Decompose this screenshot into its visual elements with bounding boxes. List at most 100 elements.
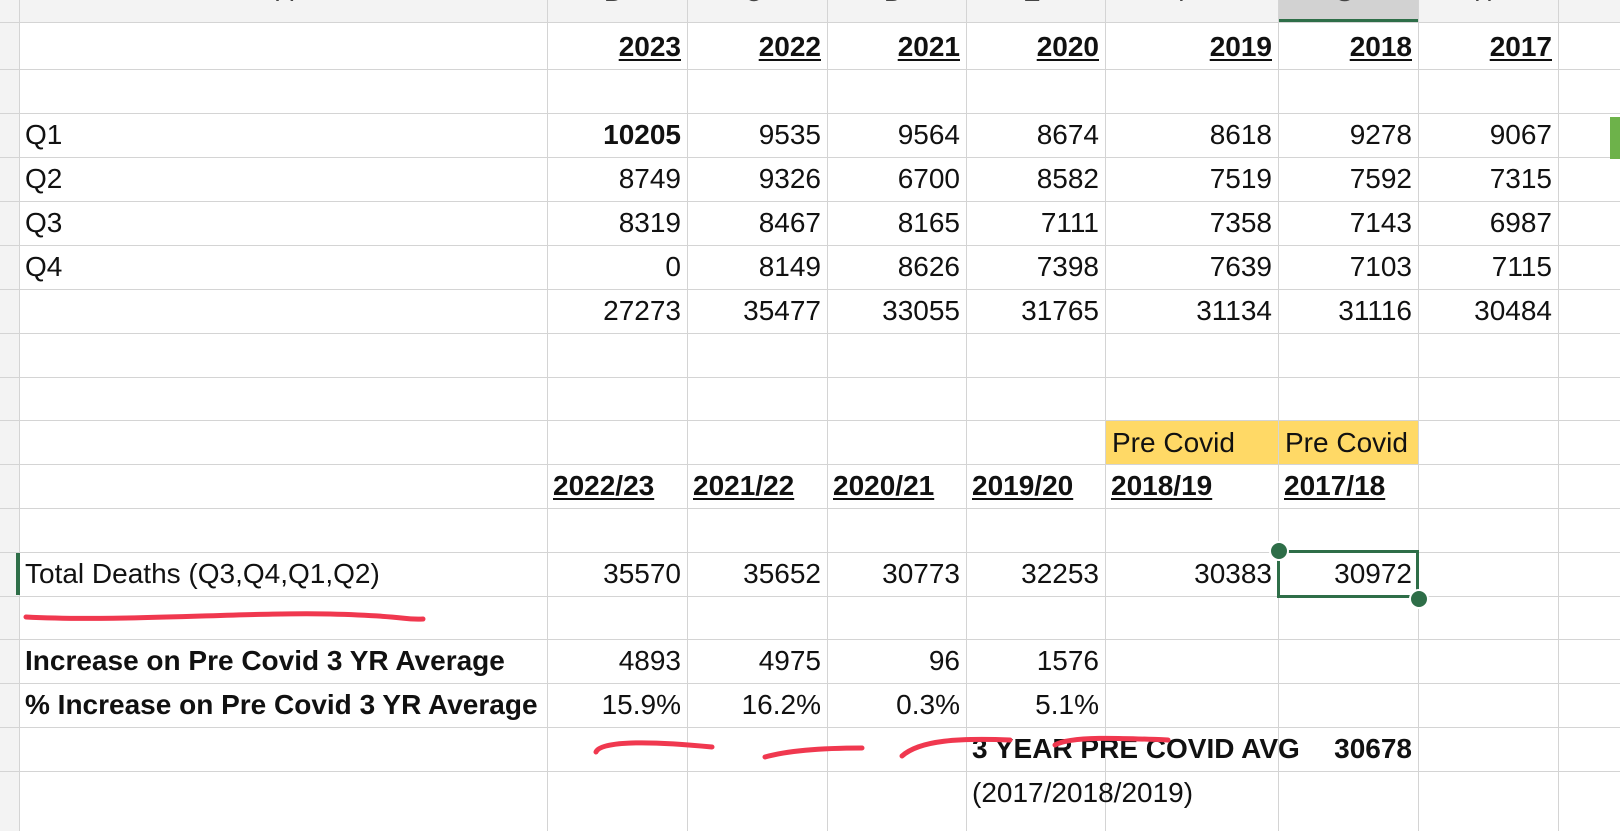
column-header-e[interactable]: E: [1017, 0, 1057, 14]
period-header[interactable]: 2019/20: [972, 470, 1074, 501]
quarter-value[interactable]: 7358: [1209, 207, 1272, 238]
period-header[interactable]: 2021/22: [693, 470, 795, 501]
year-total[interactable]: 27273: [603, 295, 681, 326]
total-deaths-label[interactable]: Total Deaths (Q3,Q4,Q1,Q2): [25, 558, 380, 589]
total-deaths-value[interactable]: 30383: [1194, 558, 1272, 589]
gridline: [0, 377, 1620, 378]
pct-increase-value[interactable]: 16.2%: [741, 689, 821, 720]
period-header[interactable]: 2018/19: [1111, 470, 1213, 501]
increase-value[interactable]: 4893: [618, 645, 681, 676]
quarter-value[interactable]: 6987: [1489, 207, 1552, 238]
quarter-label[interactable]: Q1: [25, 119, 63, 150]
column-header-b[interactable]: B: [598, 0, 638, 14]
quarter-label[interactable]: Q3: [25, 207, 63, 238]
quarter-value[interactable]: 8618: [1209, 119, 1272, 150]
gridline: [0, 683, 1620, 684]
gridline: [0, 464, 1620, 465]
quarter-value[interactable]: 8749: [618, 163, 681, 194]
total-deaths-value[interactable]: 32253: [1021, 558, 1099, 589]
selection-handle-top-left[interactable]: [1269, 541, 1289, 561]
selection-handle-bottom-right[interactable]: [1409, 589, 1429, 609]
quarter-value[interactable]: 10205: [603, 119, 681, 150]
year-header[interactable]: 2022: [758, 31, 821, 62]
period-header[interactable]: 2022/23: [553, 470, 655, 501]
pct-increase-value[interactable]: 5.1%: [1035, 689, 1099, 720]
pct-increase-label[interactable]: % Increase on Pre Covid 3 YR Average: [25, 689, 538, 720]
quarter-value[interactable]: 8149: [758, 251, 821, 282]
quarter-value[interactable]: 9326: [758, 163, 821, 194]
year-header[interactable]: 2023: [618, 31, 681, 62]
year-header[interactable]: 2018: [1349, 31, 1412, 62]
total-deaths-value[interactable]: 30773: [882, 558, 960, 589]
increase-label[interactable]: Increase on Pre Covid 3 YR Average: [25, 645, 505, 676]
quarter-value[interactable]: 8165: [897, 207, 960, 238]
quarter-value[interactable]: 7111: [1040, 207, 1099, 238]
gridline: [0, 113, 1620, 114]
gridline: [0, 508, 1620, 509]
increase-value[interactable]: 4975: [758, 645, 821, 676]
quarter-value[interactable]: 8467: [758, 207, 821, 238]
annotation-underline-total-deaths: [23, 611, 426, 622]
quarter-value[interactable]: 8674: [1036, 119, 1099, 150]
quarter-value[interactable]: 7519: [1209, 163, 1272, 194]
period-header[interactable]: 2020/21: [833, 470, 935, 501]
quarter-value[interactable]: 7115: [1491, 251, 1552, 282]
row-header-bar[interactable]: [0, 0, 20, 831]
year-header[interactable]: 2021: [897, 31, 960, 62]
gridline: [1278, 0, 1279, 831]
column-header-g-selected[interactable]: [1279, 0, 1418, 22]
quarter-value[interactable]: 6700: [897, 163, 960, 194]
column-header-f[interactable]: F: [1172, 0, 1212, 14]
year-header[interactable]: 2019: [1209, 31, 1272, 62]
pct-increase-value[interactable]: 15.9%: [601, 689, 681, 720]
column-header-d[interactable]: D: [878, 0, 918, 14]
avg-years-note[interactable]: (2017/2018/2019): [972, 777, 1194, 808]
total-deaths-value[interactable]: 35652: [743, 558, 821, 589]
column-header-a[interactable]: A: [270, 0, 310, 14]
pct-increase-value[interactable]: 0.3%: [896, 689, 960, 720]
quarter-value[interactable]: 8582: [1036, 163, 1099, 194]
year-header[interactable]: 2020: [1036, 31, 1099, 62]
increase-value[interactable]: 96: [928, 645, 960, 676]
quarter-value[interactable]: 9564: [897, 119, 960, 150]
gridline: [0, 22, 1620, 23]
quarter-value[interactable]: 8626: [897, 251, 960, 282]
avg-label[interactable]: 3 YEAR PRE COVID AVG: [972, 733, 1300, 764]
quarter-value[interactable]: 7143: [1349, 207, 1412, 238]
pre-covid-label[interactable]: Pre Covid: [1279, 421, 1418, 464]
column-header-c[interactable]: C: [738, 0, 778, 14]
quarter-value[interactable]: 9535: [758, 119, 821, 150]
quarter-value[interactable]: 0: [665, 251, 681, 282]
total-deaths-value-selected[interactable]: 30972: [1334, 558, 1412, 589]
cell-selection-box[interactable]: [1277, 550, 1419, 598]
year-total[interactable]: 31765: [1021, 295, 1099, 326]
increase-value[interactable]: 1576: [1036, 645, 1099, 676]
gridline: [827, 0, 828, 831]
gridline: [0, 639, 1620, 640]
annotation-underline-pct-1: [593, 740, 715, 755]
quarter-value[interactable]: 9067: [1489, 119, 1552, 150]
pre-covid-label[interactable]: Pre Covid: [1106, 421, 1278, 464]
year-header[interactable]: 2017: [1489, 31, 1552, 62]
year-total[interactable]: 33055: [882, 295, 960, 326]
year-total[interactable]: 31134: [1196, 295, 1272, 326]
total-deaths-value[interactable]: 35570: [603, 558, 681, 589]
year-total[interactable]: 35477: [743, 295, 821, 326]
year-total[interactable]: 30484: [1474, 295, 1552, 326]
column-header-h[interactable]: H: [1468, 0, 1508, 14]
quarter-value[interactable]: 7398: [1036, 251, 1099, 282]
avg-value[interactable]: 30678: [1334, 733, 1412, 764]
quarter-value[interactable]: 7639: [1209, 251, 1272, 282]
quarter-label[interactable]: Q2: [25, 163, 63, 194]
quarter-label[interactable]: Q4: [25, 251, 63, 282]
quarter-value[interactable]: 7103: [1349, 251, 1412, 282]
annotation-underline-pct-2: [762, 745, 865, 760]
quarter-value[interactable]: 7592: [1349, 163, 1412, 194]
column-header-g[interactable]: G: [1328, 0, 1368, 14]
quarter-value[interactable]: 9278: [1349, 119, 1412, 150]
period-header[interactable]: 2017/18: [1284, 470, 1386, 501]
quarter-value[interactable]: 8319: [618, 207, 681, 238]
year-total[interactable]: 31116: [1338, 295, 1412, 326]
quarter-value[interactable]: 7315: [1489, 163, 1552, 194]
